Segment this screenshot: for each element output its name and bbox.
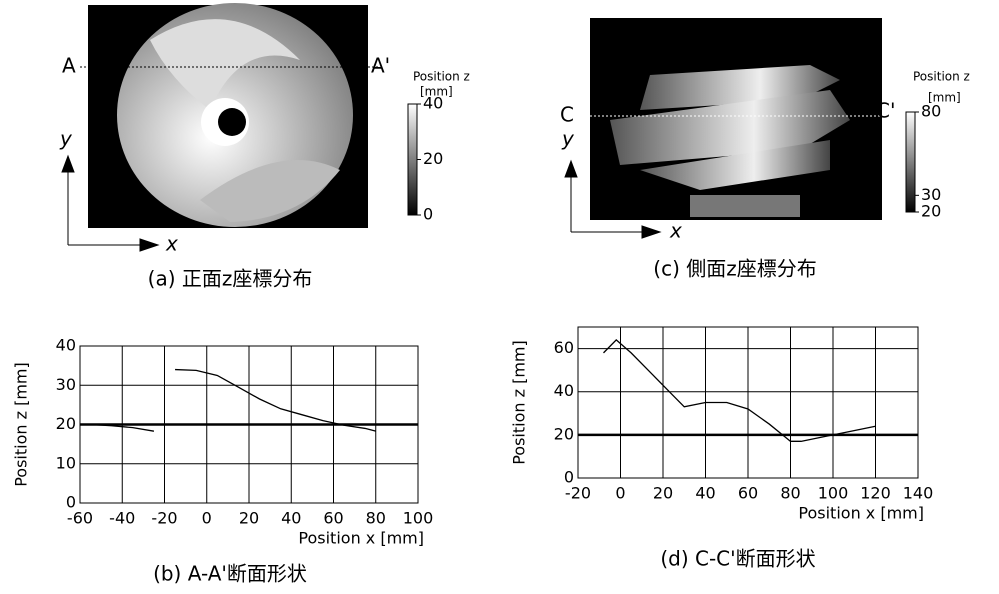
y-tick-label: 10 [56,453,76,472]
y-tick-label: 40 [56,336,76,355]
caption: (c) 側面z座標分布 [653,257,816,281]
x-tick-label: 120 [860,484,891,503]
colorbar-tick-label: 20 [921,202,941,221]
axis-x: x [669,219,682,243]
x-tick-label: 60 [738,484,758,503]
section-end: A' [371,54,390,78]
colorbar-title: Position z [413,70,470,84]
x-tick-label: 20 [239,509,259,528]
caption: (b) A-A'断面形状 [153,562,307,586]
x-tick-label: 140 [903,484,934,503]
x-tick-label: 60 [323,509,343,528]
section-start: A [62,54,76,78]
colorbar [906,112,915,212]
y-tick-label: 20 [554,424,574,443]
x-axis-label: Position x [mm] [298,529,424,548]
line [175,370,376,432]
y-tick-label: 40 [554,381,574,400]
x-tick-label: 100 [818,484,849,503]
axis-y: y [59,127,73,151]
colorbar-tick-label: 80 [921,102,941,121]
x-tick-label: -40 [109,509,135,528]
colorbar-tick-label: 0 [423,205,433,224]
y-tick-label: 0 [66,493,76,512]
section-end: C' [876,99,895,123]
x-tick-label: 100 [403,509,434,528]
y-axis-label: Position z [mm] [12,362,31,487]
y-tick-label: 60 [554,338,574,357]
y-axis-label: Position z [mm] [510,340,529,465]
x-tick-label: 40 [695,484,715,503]
image-c [590,18,882,220]
x-tick-label: 80 [780,484,800,503]
y-tick-label: 0 [564,468,574,487]
colorbar [408,104,417,215]
figure: A A' y x (a) 正面z座標分布 C C' y x (c) 側面z座標分… [0,0,999,594]
x-tick-label: 0 [202,509,212,528]
x-tick-label: 0 [615,484,625,503]
colorbar-tick-label: 20 [423,149,443,168]
x-tick-label: 20 [653,484,673,503]
colorbar-tick-label: 40 [423,94,443,113]
colorbar-tick-label: 30 [921,185,941,204]
axis-y: y [561,127,575,151]
line [604,340,876,441]
x-tick-label: 40 [281,509,301,528]
image-a [88,3,368,228]
y-tick-label: 30 [56,375,76,394]
caption: (a) 正面z座標分布 [148,267,313,291]
axis-x: x [165,232,178,256]
x-tick-label: -20 [151,509,177,528]
caption: (d) C-C'断面形状 [660,547,815,571]
y-tick-label: 20 [56,414,76,433]
x-tick-label: 80 [366,509,386,528]
x-axis-label: Position x [mm] [798,504,924,523]
section-start: C [560,103,574,127]
colorbar-title: Position z [913,70,970,84]
